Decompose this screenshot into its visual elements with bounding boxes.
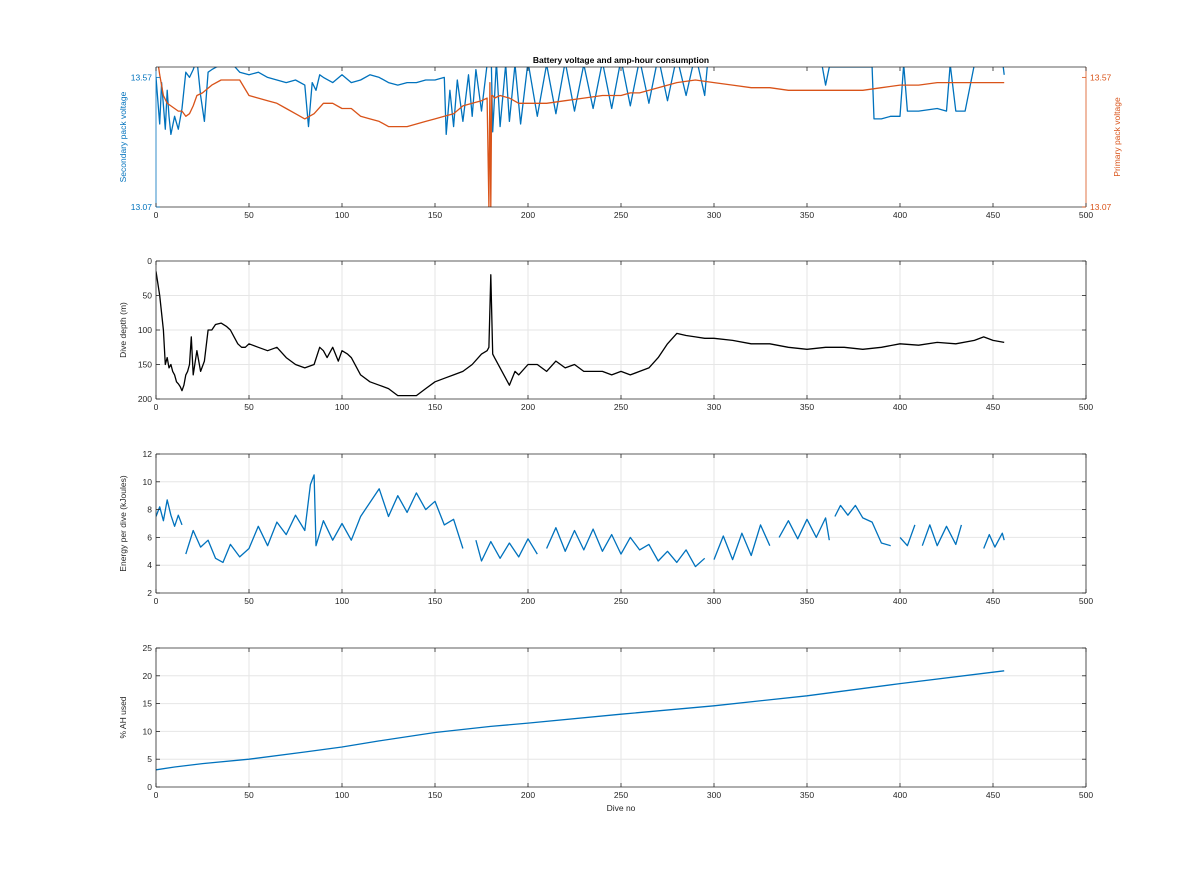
x-tick-label: 450 xyxy=(986,790,1000,800)
series-line-1-seg-9 xyxy=(921,524,963,547)
series-line-1 xyxy=(156,670,1005,771)
y-tick-label: 12 xyxy=(143,449,153,459)
y-right-axis-label: Primary pack voltage xyxy=(1112,97,1122,177)
x-tick-label: 100 xyxy=(335,402,349,412)
y-tick-label: 2 xyxy=(147,588,152,598)
x-tick-label: 300 xyxy=(707,402,721,412)
x-tick-label: 350 xyxy=(800,596,814,606)
x-tick-label: 500 xyxy=(1079,402,1093,412)
x-tick-label: 250 xyxy=(614,402,628,412)
y-right-tick-label: 13.07 xyxy=(1090,202,1112,212)
y-tick-label: 13.57 xyxy=(131,72,153,82)
x-tick-label: 450 xyxy=(986,210,1000,220)
x-tick-label: 250 xyxy=(614,596,628,606)
y-tick-label: 10 xyxy=(143,477,153,487)
x-tick-label: 350 xyxy=(800,402,814,412)
series-group xyxy=(156,67,1005,207)
series-line-1-seg-1 xyxy=(156,499,183,527)
y-axis-label: % AH used xyxy=(118,696,128,738)
x-tick-label: 400 xyxy=(893,210,907,220)
x-tick-label: 500 xyxy=(1079,210,1093,220)
y-tick-label: 100 xyxy=(138,325,152,335)
x-tick-label: 50 xyxy=(244,790,254,800)
series-line-1 xyxy=(156,67,1005,136)
x-tick-label: 400 xyxy=(893,596,907,606)
chart-title: Battery voltage and amp-hour consumption xyxy=(533,55,709,65)
x-tick-label: 50 xyxy=(244,596,254,606)
x-tick-label: 150 xyxy=(428,596,442,606)
x-tick-label: 150 xyxy=(428,210,442,220)
y-tick-label: 10 xyxy=(143,726,153,736)
y-tick-label: 0 xyxy=(147,256,152,266)
y-tick-label: 4 xyxy=(147,560,152,570)
x-tick-label: 200 xyxy=(521,210,535,220)
x-tick-label: 250 xyxy=(614,210,628,220)
subplot-3: 0 50 100 150 200 250 300 350 400 450 500 2 4 6 8 10 12 En… xyxy=(118,449,1093,606)
series-line-1-seg-8 xyxy=(899,524,916,547)
y-tick-label: 25 xyxy=(143,643,153,653)
x-tick-label: 0 xyxy=(154,402,159,412)
x-tick-label: 400 xyxy=(893,402,907,412)
y-axis-label: Dive depth (m) xyxy=(118,302,128,358)
x-tick-label: 250 xyxy=(614,790,628,800)
y-tick-label: 5 xyxy=(147,754,152,764)
y-tick-label: 8 xyxy=(147,505,152,515)
series-line-1-seg-7 xyxy=(834,504,891,547)
x-tick-label: 100 xyxy=(335,596,349,606)
series-group xyxy=(156,474,1005,568)
x-tick-label: 300 xyxy=(707,596,721,606)
x-tick-label: 300 xyxy=(707,210,721,220)
x-tick-label: 50 xyxy=(244,402,254,412)
x-tick-label: 200 xyxy=(521,402,535,412)
x-tick-label: 150 xyxy=(428,790,442,800)
series-line-1-seg-3 xyxy=(475,538,538,562)
series-line-2 xyxy=(157,67,1005,207)
series-line-1-seg-5 xyxy=(713,524,771,561)
y-tick-label: 200 xyxy=(138,394,152,404)
series-line-1-seg-10 xyxy=(983,532,1005,549)
x-tick-label: 300 xyxy=(707,790,721,800)
x-tick-label: 450 xyxy=(986,402,1000,412)
y-axis-label: Secondary pack voltage xyxy=(118,91,128,182)
y-tick-label: 0 xyxy=(147,782,152,792)
subplot-2: 0 50 100 150 200 250 300 350 400 450 500 0 50 100 150 2… xyxy=(118,256,1093,412)
y-tick-label: 13.07 xyxy=(131,202,153,212)
x-tick-label: 450 xyxy=(986,596,1000,606)
x-tick-label: 400 xyxy=(893,790,907,800)
y-tick-label: 150 xyxy=(138,360,152,370)
x-tick-label: 0 xyxy=(154,210,159,220)
x-tick-label: 0 xyxy=(154,596,159,606)
series-line-1-seg-4 xyxy=(546,527,706,568)
x-tick-label: 350 xyxy=(800,790,814,800)
y-tick-label: 15 xyxy=(143,699,153,709)
x-tick-label: 100 xyxy=(335,790,349,800)
x-tick-label: 200 xyxy=(521,790,535,800)
x-tick-label: 100 xyxy=(335,210,349,220)
x-tick-label: 500 xyxy=(1079,790,1093,800)
series-group xyxy=(156,271,1005,397)
subplot-1: 0 50 100 150 200 250 300 350 400 450 50013.0713.57… xyxy=(118,55,1122,220)
y-tick-label: 6 xyxy=(147,532,152,542)
x-tick-label: 500 xyxy=(1079,596,1093,606)
x-tick-label: 150 xyxy=(428,402,442,412)
series-group xyxy=(156,670,1005,771)
series-line-1 xyxy=(156,271,1005,397)
y-axis-label: Energy per dive (kJoules) xyxy=(118,475,128,572)
y-tick-label: 50 xyxy=(143,291,153,301)
y-tick-label: 20 xyxy=(143,671,153,681)
subplot-4: 0 50 100 150 200 250 300 350 400 450 500 0 5 10 15 20 25… xyxy=(118,643,1093,813)
x-tick-label: 350 xyxy=(800,210,814,220)
y-right-tick-label: 13.57 xyxy=(1090,72,1112,82)
x-tick-label: 50 xyxy=(244,210,254,220)
series-line-1-seg-6 xyxy=(778,517,830,541)
x-tick-label: 200 xyxy=(521,596,535,606)
x-axis-label: Dive no xyxy=(607,803,636,813)
x-tick-label: 0 xyxy=(154,790,159,800)
series-line-1-seg-2 xyxy=(185,474,464,564)
